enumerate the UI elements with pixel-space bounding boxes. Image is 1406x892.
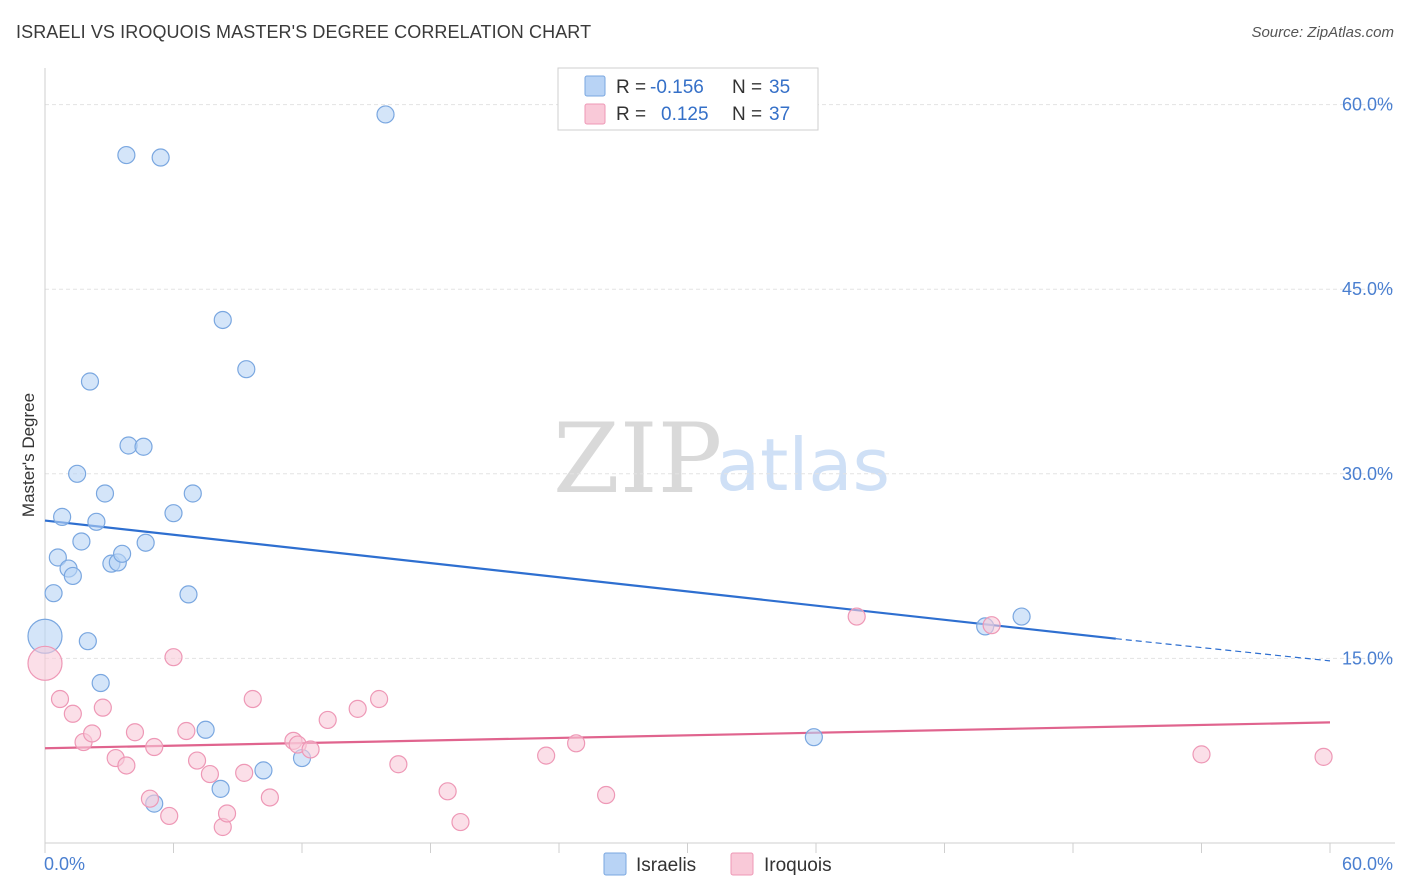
- point-iroquois-29: [451, 812, 470, 832]
- watermark: ZIP atlas: [553, 403, 890, 515]
- bottom-legend-iroquois: Iroquois: [764, 855, 832, 876]
- legend-r-value-iroquois: 0.125: [661, 104, 709, 125]
- point-israelis-22: [164, 504, 183, 523]
- point-iroquois-12: [164, 648, 183, 667]
- trend-lines: [44, 519, 1331, 750]
- legend-n-value-iroquois: 37: [769, 104, 790, 125]
- legend-r-label-israelis: R =: [616, 77, 646, 98]
- point-israelis-26: [211, 779, 230, 798]
- point-iroquois-13: [177, 721, 196, 741]
- point-iroquois-35: [1192, 745, 1211, 764]
- legend-n-label-iroquois: N =: [732, 104, 762, 125]
- y-tick-label-15: 15.0%: [1342, 648, 1393, 668]
- point-israelis-7: [72, 532, 91, 551]
- point-iroquois-18: [235, 763, 254, 782]
- point-iroquois-36: [1314, 747, 1333, 766]
- x-tick-label-60: 60.0%: [1342, 854, 1393, 874]
- point-iroquois-14: [187, 751, 207, 770]
- point-iroquois-2: [63, 704, 82, 723]
- data-points: [27, 105, 1333, 837]
- point-israelis-27: [213, 310, 232, 330]
- point-israelis-34: [1012, 607, 1031, 626]
- trend-line-israelis-extension: [1115, 638, 1331, 662]
- gridlines: [45, 104, 1395, 659]
- point-israelis-32: [804, 728, 823, 747]
- point-iroquois-32: [597, 785, 616, 805]
- point-israelis-24: [183, 484, 202, 503]
- legend-r-label-iroquois: R =: [616, 104, 646, 125]
- point-iroquois-33: [847, 607, 866, 626]
- y-tick-label-45: 45.0%: [1342, 279, 1393, 299]
- point-israelis-15: [112, 544, 132, 563]
- chart-source: Source: ZipAtlas.com: [1251, 24, 1394, 41]
- point-iroquois-9: [140, 789, 160, 808]
- point-iroquois-19: [243, 689, 262, 709]
- point-iroquois-10: [145, 737, 164, 757]
- legend: R = -0.156 N = 35 R = 0.125 N = 37: [557, 67, 819, 131]
- bottom-legend-swatch-israelis: [603, 852, 627, 876]
- point-iroquois-34: [982, 616, 1001, 635]
- point-israelis-31: [376, 105, 395, 124]
- bottom-legend-israelis: Israelis: [636, 855, 696, 876]
- point-iroquois-4: [83, 724, 102, 743]
- point-israelis-21: [151, 148, 170, 167]
- point-israelis-17: [119, 436, 138, 455]
- watermark-atlas: atlas: [716, 423, 890, 507]
- point-israelis-16: [117, 145, 136, 165]
- bottom-legend-swatch-iroquois: [730, 852, 754, 876]
- point-iroquois-5: [93, 698, 112, 717]
- legend-n-label-israelis: N =: [732, 77, 762, 98]
- watermark-zip: ZIP: [553, 403, 722, 515]
- point-israelis-5: [63, 566, 82, 586]
- tick-labels: 15.0% 30.0% 45.0% 60.0% 0.0% 60.0%: [44, 95, 1393, 874]
- point-iroquois-30: [537, 746, 556, 765]
- point-israelis-10: [87, 512, 106, 531]
- point-iroquois-8: [125, 723, 145, 742]
- point-israelis-25: [196, 720, 215, 739]
- point-israelis-29: [254, 761, 273, 780]
- point-iroquois-7: [117, 756, 136, 775]
- point-iroquois-23: [301, 740, 320, 759]
- legend-swatch-israelis: [584, 75, 606, 97]
- x-tick-label-0: 0.0%: [44, 854, 85, 874]
- point-israelis-28: [237, 360, 256, 379]
- point-iroquois-17: [217, 804, 237, 823]
- point-iroquois-27: [389, 755, 408, 774]
- point-iroquois-1: [50, 689, 70, 709]
- point-iroquois-28: [438, 782, 457, 801]
- axes: [44, 68, 1395, 853]
- point-iroquois-31: [567, 734, 586, 753]
- point-israelis-8: [78, 632, 97, 651]
- legend-n-value-israelis: 35: [769, 77, 790, 98]
- bottom-legend: Israelis Iroquois: [603, 852, 832, 876]
- point-iroquois-25: [348, 699, 367, 718]
- trend-line-israelis: [44, 519, 1116, 640]
- y-tick-label-60: 60.0%: [1342, 95, 1393, 115]
- point-iroquois-0: [27, 645, 63, 681]
- point-iroquois-15: [200, 764, 220, 784]
- point-israelis-1: [44, 584, 63, 603]
- point-iroquois-20: [260, 788, 279, 807]
- point-israelis-18: [134, 437, 153, 456]
- chart-title: ISRAELI VS IROQUOIS MASTER'S DEGREE CORR…: [16, 22, 592, 42]
- point-israelis-12: [95, 484, 115, 503]
- point-israelis-11: [91, 673, 110, 693]
- legend-swatch-iroquois: [584, 103, 606, 125]
- y-axis-label: Master's Degree: [19, 393, 38, 517]
- legend-r-value-israelis: -0.156: [650, 77, 704, 98]
- trend-line-iroquois: [44, 721, 1331, 750]
- point-israelis-23: [179, 585, 198, 604]
- point-israelis-3: [53, 507, 72, 526]
- point-iroquois-11: [160, 806, 179, 826]
- point-israelis-6: [68, 464, 87, 483]
- y-tick-label-30: 30.0%: [1342, 464, 1393, 484]
- point-israelis-2: [48, 548, 67, 567]
- point-iroquois-26: [370, 689, 389, 709]
- point-israelis-9: [80, 372, 100, 391]
- point-iroquois-24: [318, 710, 337, 730]
- point-israelis-19: [136, 533, 155, 552]
